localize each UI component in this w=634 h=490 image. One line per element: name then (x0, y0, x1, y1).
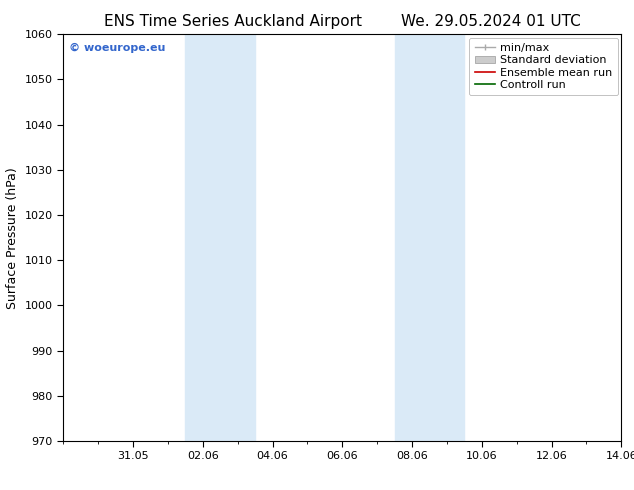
Title: ENS Time Series Auckland Airport        We. 29.05.2024 01 UTC: ENS Time Series Auckland Airport We. 29.… (104, 14, 581, 29)
Bar (185, 34, 255, 441)
Y-axis label: Surface Pressure (hPa): Surface Pressure (hPa) (6, 167, 19, 309)
Bar (394, 34, 464, 441)
Legend: min/max, Standard deviation, Ensemble mean run, Controll run: min/max, Standard deviation, Ensemble me… (469, 38, 618, 96)
Text: © woeurope.eu: © woeurope.eu (69, 43, 165, 52)
